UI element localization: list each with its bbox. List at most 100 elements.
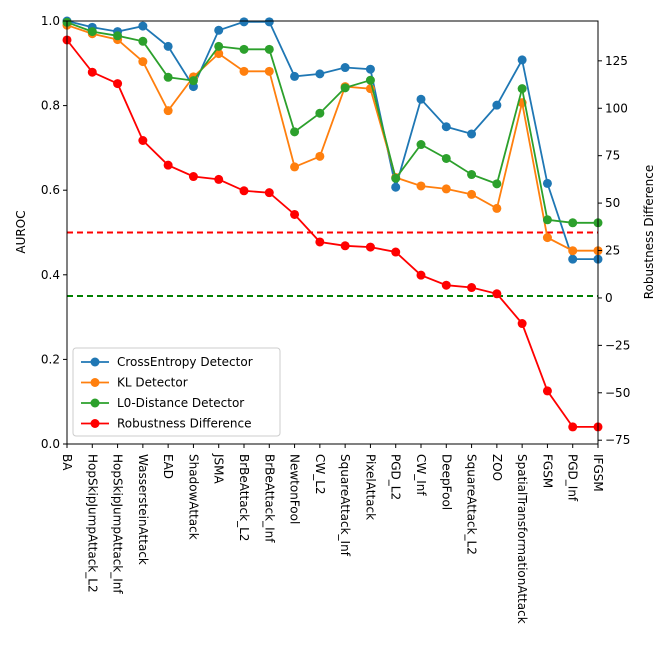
x-tick-label: EAD	[161, 454, 175, 479]
x-tick-label: BrBeAttack_Inf	[262, 454, 276, 543]
series-0-point	[264, 17, 274, 27]
legend-label: CrossEntropy Detector	[117, 355, 253, 369]
series-3-point	[365, 242, 375, 252]
left-tick-label: 0.8	[41, 99, 60, 113]
series-3-point	[87, 67, 97, 77]
x-tick-label: PGD_Inf	[566, 454, 580, 502]
series-0-point	[492, 100, 502, 110]
x-axis: BA HopSkipJumpAttack_L2 HopSkipJumpAttack_…	[60, 444, 605, 624]
series-3-point	[340, 241, 350, 251]
legend-label: L0-Distance Detector	[117, 396, 244, 410]
series-2-point	[340, 83, 350, 93]
series-2-point	[239, 44, 249, 54]
legend-label: Robustness Difference	[117, 417, 252, 431]
series-0-point	[391, 182, 401, 192]
series-1-point	[138, 57, 148, 67]
series-3-point	[416, 270, 426, 280]
x-tick-label: FGSM	[540, 454, 554, 488]
series-1-point	[290, 162, 300, 172]
x-tick-label: NewtonFool	[288, 454, 302, 524]
series-1-point	[264, 66, 274, 76]
series-1-point	[542, 233, 552, 243]
left-axis: 0.0 0.2 0.4 0.6 0.8 1.0	[41, 14, 67, 451]
series-0-point	[290, 71, 300, 81]
left-tick-label: 0.2	[41, 352, 60, 366]
series-3-point	[441, 280, 451, 290]
series-layer	[62, 16, 603, 432]
series-3-point	[239, 186, 249, 196]
series-0-point	[517, 55, 527, 65]
series-0-point	[138, 21, 148, 31]
series-2-point	[163, 72, 173, 82]
series-2-point	[138, 36, 148, 46]
series-2-point	[416, 140, 426, 150]
series-0-point	[467, 129, 477, 139]
x-tick-label: ZOO	[490, 454, 504, 481]
series-1-point	[214, 49, 224, 59]
series-3-point	[188, 172, 198, 182]
x-tick-label: PixelAttack	[363, 454, 377, 520]
right-tick-label: −25	[605, 338, 630, 352]
x-tick-label: BA	[60, 454, 74, 471]
x-tick-label: SpatialTransformationAttack	[515, 454, 529, 624]
right-tick-label: 25	[605, 244, 620, 258]
series-2-point	[290, 127, 300, 137]
series-1-point	[239, 66, 249, 76]
series-1-point	[416, 181, 426, 191]
series-3-point	[214, 174, 224, 184]
x-tick-label: IFGSM	[591, 454, 605, 492]
series-0-point	[315, 69, 325, 79]
series-0-point	[163, 41, 173, 51]
series-2-point	[492, 179, 502, 189]
series-0-point	[441, 122, 451, 132]
x-tick-label: BrBeAttack_L2	[237, 454, 251, 541]
right-tick-label: −50	[605, 386, 630, 400]
plot-frame	[66, 20, 599, 445]
series-3-point	[113, 79, 123, 89]
series-2-point	[467, 170, 477, 180]
right-tick-label: 125	[605, 54, 628, 68]
series-3-point	[467, 283, 477, 293]
series-1-point	[441, 184, 451, 194]
right-tick-label: 0	[605, 291, 613, 305]
series-3-point	[315, 237, 325, 247]
series-line-2	[66, 21, 598, 224]
series-2-point	[365, 75, 375, 85]
series-1-point	[492, 203, 502, 213]
x-tick-label: ShadowAttack	[186, 454, 200, 540]
series-3-point	[542, 386, 552, 396]
legend-swatch-marker	[90, 378, 100, 387]
y-axis-left-label: AUROC	[14, 210, 28, 253]
legend-box	[72, 347, 281, 437]
series-1-point	[568, 246, 578, 256]
legend-label: KL Detector	[117, 376, 188, 390]
series-3-point	[290, 209, 300, 219]
series-3-point	[264, 188, 274, 198]
x-tick-label: WassersteinAttack	[136, 454, 150, 565]
right-tick-label: 50	[605, 196, 620, 210]
left-tick-label: 0.4	[41, 268, 60, 282]
series-0-point	[239, 17, 249, 27]
left-tick-label: 0.6	[41, 183, 60, 197]
series-2-point	[315, 108, 325, 118]
right-axis: −75 −50 −25 0 25 50 75 100 125	[598, 54, 630, 447]
series-0-point	[365, 64, 375, 74]
x-tick-label: SquareAttack_L2	[465, 454, 479, 555]
series-3-point	[568, 422, 578, 432]
series-2-point	[214, 41, 224, 51]
series-2-point	[188, 76, 198, 86]
series-2-point	[113, 31, 123, 41]
series-3-point	[391, 247, 401, 257]
x-tick-label: CW_L2	[313, 454, 327, 495]
series-line-0	[66, 20, 598, 261]
series-2-point	[87, 27, 97, 37]
series-0-point	[214, 25, 224, 35]
left-tick-label: 1.0	[41, 14, 60, 28]
series-1-point	[467, 189, 477, 199]
series-2-point	[542, 215, 552, 225]
series-3-point	[517, 319, 527, 329]
series-2-point	[264, 44, 274, 54]
series-2-point	[441, 153, 451, 163]
series-3-point	[163, 160, 173, 170]
